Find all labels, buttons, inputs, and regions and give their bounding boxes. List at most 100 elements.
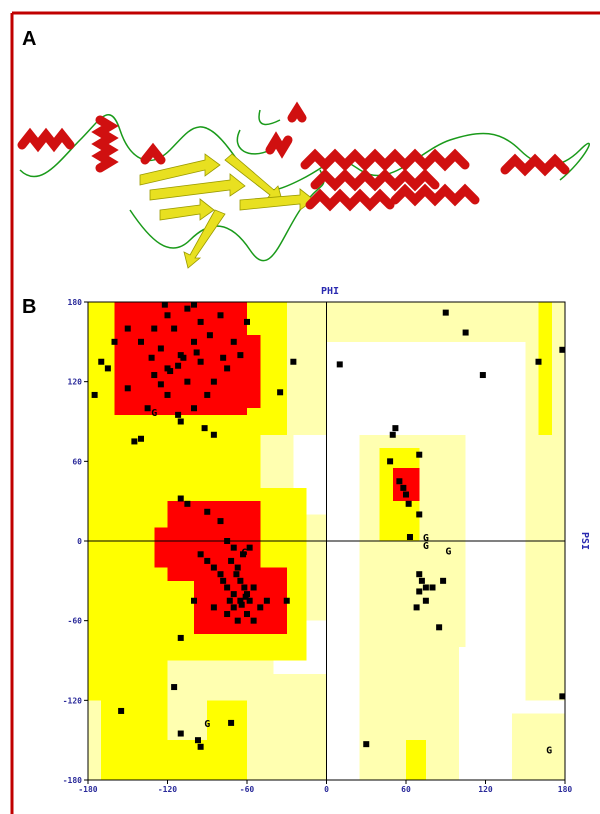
glycine-label: G [423,533,429,544]
y-tick-label: 60 [72,457,82,466]
residue-point [246,597,253,604]
protein-structure [17,101,590,269]
residue-point [559,693,566,700]
residue-point [389,431,396,438]
residue-point [177,634,184,641]
residue-point [161,301,168,308]
residue-point [151,372,158,379]
residue-point [180,354,187,361]
residue-point [194,737,201,744]
residue-point [224,611,231,618]
residue-point [220,577,227,584]
residue-point [191,338,197,345]
residue-point [217,571,224,578]
residue-point [422,597,429,604]
residue-point [400,484,407,491]
residue-point [418,577,425,584]
glycine-label: G [546,745,552,756]
plot-layer: -180 -120 -60 0 60 120 180 -180 -120 -60 0 60 120 180… [63,298,573,794]
residue-point [197,551,204,558]
residue-point [138,338,144,345]
residue-point [210,564,217,571]
residue-point [246,544,253,551]
residue-point [197,743,204,750]
residue-point [230,591,237,598]
y-axis-label: PSI [579,532,590,550]
residue-point [462,329,469,336]
residue-point [442,309,449,316]
residue-point [263,597,270,604]
residue-point [244,611,250,618]
residue-point [283,597,290,604]
residue-point [224,584,231,591]
residue-point [413,604,420,611]
residue-point [210,378,217,385]
residue-point [157,345,164,352]
residue-point [210,604,217,611]
residue-point [416,511,423,518]
residue-point [422,584,429,591]
residue-point [290,358,297,365]
residue-point [416,571,423,578]
panel-label: B [22,296,36,318]
residue-point [91,391,98,398]
residue-point [228,557,235,564]
residue-point [131,438,138,445]
y-tick-label: -180 [63,776,82,785]
x-tick-label: 60 [401,785,411,794]
residue-point [184,378,191,385]
residue-point [240,551,247,558]
residue-point [171,325,178,332]
residue-point [144,405,151,412]
residue-point [104,365,111,372]
panel-label: A [22,28,36,50]
residue-point [336,361,343,368]
residue-point [118,707,125,714]
residue-point [191,597,197,604]
x-tick-label: 120 [478,785,493,794]
residue-point [230,338,237,345]
residue-point [193,349,200,356]
residue-point [184,305,191,312]
y-tick-label: 0 [77,537,82,546]
residue-point [226,597,233,604]
plot-regions [87,301,566,781]
residue-point [234,564,241,571]
glycine-label: G [241,548,247,559]
residue-point [241,584,248,591]
x-tick-label: -60 [240,785,255,794]
residue-point [217,518,224,525]
residue-point [535,358,542,365]
glycine-label: G [151,408,157,419]
residue-point [237,597,244,604]
residue-point [403,491,409,498]
residue-point [191,405,197,412]
residue-point [244,318,250,325]
residue-point [204,508,211,515]
residue-point [416,451,423,458]
residue-point [230,604,237,611]
residue-point [206,332,213,339]
residue-point [204,391,211,398]
residue-point [479,372,486,379]
residue-point [197,318,204,325]
residue-point [416,588,423,595]
residue-point [387,458,394,465]
residue-point [175,411,182,418]
residue-point [171,684,178,691]
glycine-label: G [423,541,429,552]
residue-point [151,325,158,332]
residue-point [167,368,174,375]
residue-point [242,593,249,600]
y-tick-label: 180 [68,298,83,307]
residue-point [197,358,204,365]
x-tick-label: -120 [158,785,177,794]
y-tick-label: -120 [63,696,82,705]
residue-point [210,431,217,438]
residue-point [164,312,171,319]
residue-point [98,358,105,365]
residue-point [201,425,208,432]
residue-point [392,425,399,432]
